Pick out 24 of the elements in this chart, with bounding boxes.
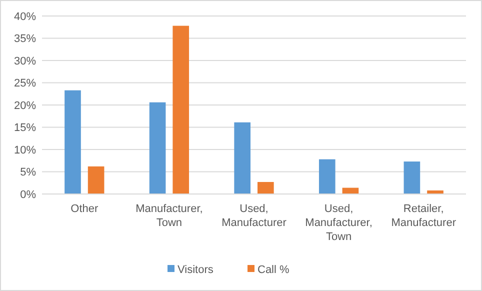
legend-label: Visitors (178, 264, 214, 276)
bar (149, 102, 166, 194)
bar (258, 182, 274, 194)
x-tick-label: Retailer, Manufacturer (391, 203, 456, 229)
x-tick-label: Other (70, 203, 98, 215)
y-tick-label: 25% (14, 78, 36, 90)
bar (88, 166, 104, 194)
bar (404, 162, 420, 194)
y-tick-label: 20% (14, 100, 36, 112)
y-tick-label: 0% (20, 188, 36, 201)
y-tick-label: 15% (14, 122, 36, 134)
bar (64, 90, 81, 194)
bar (234, 122, 250, 194)
bar (172, 26, 190, 194)
legend-label: Call % (258, 264, 290, 276)
x-tick-label: Used, Manufacturer, Town (305, 203, 372, 243)
y-tick-label: 30% (14, 55, 36, 68)
bar (318, 159, 336, 194)
y-tick-label: 10% (14, 144, 36, 156)
y-tick-label: 40% (14, 10, 36, 23)
x-tick-label: Used, Manufacturer (222, 203, 287, 229)
x-tick-label: Manufacturer, Town (136, 203, 203, 229)
y-tick-label: 35% (14, 33, 36, 46)
y-tick-label: 5% (20, 166, 36, 179)
